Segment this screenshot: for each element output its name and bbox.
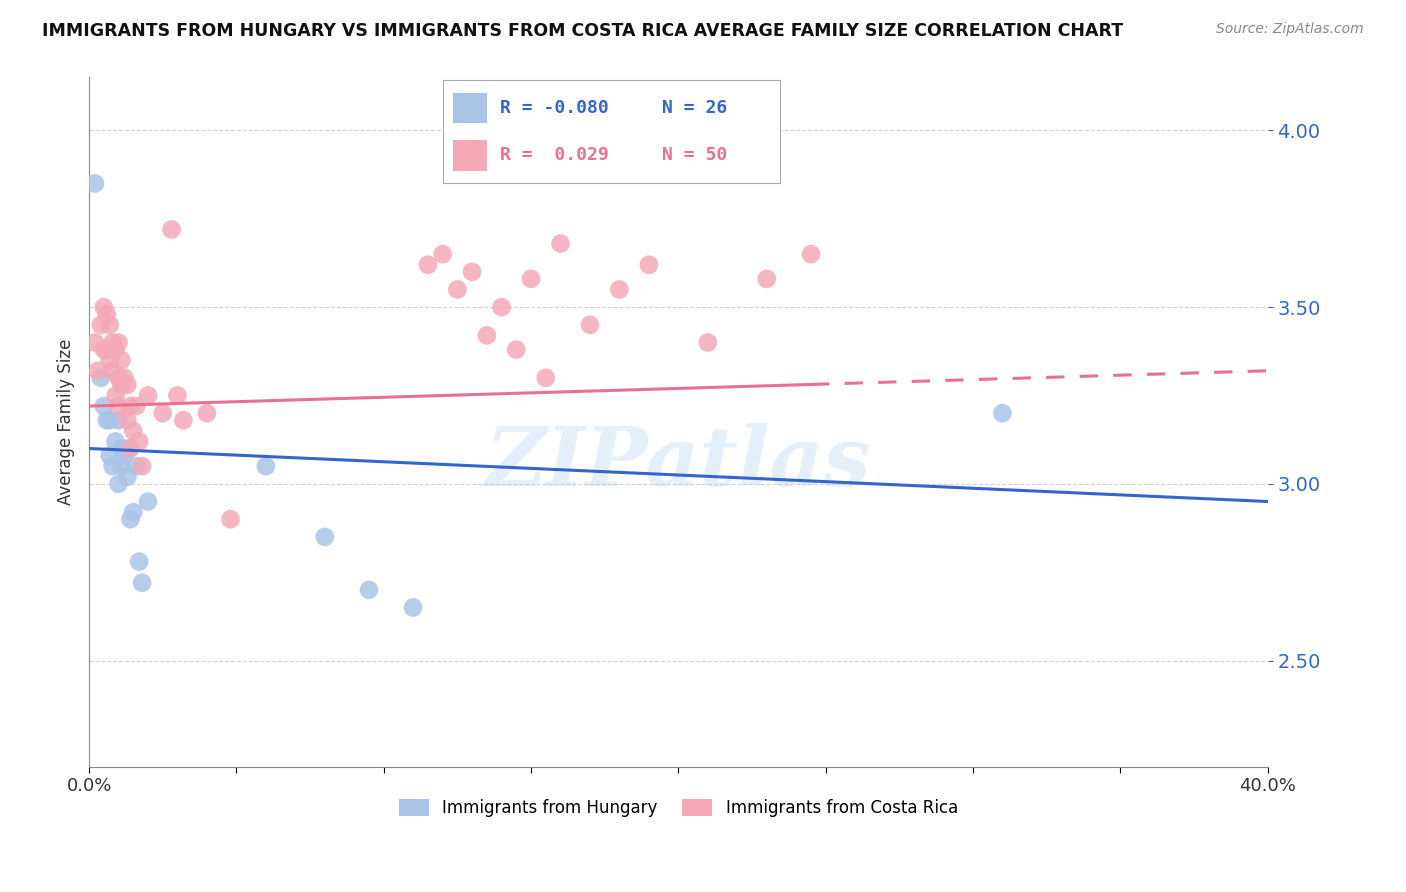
Point	[107, 371, 129, 385]
Point	[96, 343, 118, 357]
Point	[90, 371, 112, 385]
Point	[107, 413, 129, 427]
Point	[104, 343, 127, 357]
Point	[534, 371, 557, 385]
Point	[117, 442, 139, 456]
Point	[520, 272, 543, 286]
Point	[98, 318, 121, 332]
Point	[461, 265, 484, 279]
Point	[107, 335, 129, 350]
Point	[446, 283, 468, 297]
Bar	[453, 93, 486, 123]
Point	[122, 505, 145, 519]
Point	[131, 459, 153, 474]
Point	[314, 530, 336, 544]
Point	[93, 343, 115, 357]
Point	[991, 406, 1014, 420]
Point	[120, 399, 142, 413]
Point	[505, 343, 527, 357]
Point	[402, 600, 425, 615]
Point	[416, 258, 439, 272]
Text: R =  0.029: R = 0.029	[501, 146, 609, 164]
Point	[131, 575, 153, 590]
Point	[755, 272, 778, 286]
Point	[110, 459, 132, 474]
Point	[638, 258, 661, 272]
Point	[112, 449, 135, 463]
Point	[93, 300, 115, 314]
Text: N = 50: N = 50	[662, 146, 727, 164]
Point	[96, 307, 118, 321]
Point	[93, 399, 115, 413]
Legend: Immigrants from Hungary, Immigrants from Costa Rica: Immigrants from Hungary, Immigrants from…	[392, 792, 965, 823]
Point	[696, 335, 718, 350]
Point	[579, 318, 602, 332]
Text: IMMIGRANTS FROM HUNGARY VS IMMIGRANTS FROM COSTA RICA AVERAGE FAMILY SIZE CORREL: IMMIGRANTS FROM HUNGARY VS IMMIGRANTS FR…	[42, 22, 1123, 40]
Point	[195, 406, 218, 420]
Point	[117, 377, 139, 392]
Point	[112, 371, 135, 385]
Point	[166, 388, 188, 402]
Point	[609, 283, 631, 297]
Point	[128, 434, 150, 449]
Point	[87, 364, 110, 378]
Y-axis label: Average Family Size: Average Family Size	[58, 339, 75, 505]
Point	[104, 388, 127, 402]
Point	[357, 582, 380, 597]
Point	[110, 353, 132, 368]
Point	[110, 377, 132, 392]
Point	[136, 388, 159, 402]
Point	[98, 449, 121, 463]
Text: ZIPatlas: ZIPatlas	[485, 424, 872, 503]
Point	[550, 236, 572, 251]
Point	[107, 399, 129, 413]
Bar	[453, 140, 486, 170]
Point	[491, 300, 513, 314]
Point	[219, 512, 242, 526]
Point	[117, 413, 139, 427]
Text: R = -0.080: R = -0.080	[501, 99, 609, 117]
Point	[136, 494, 159, 508]
Point	[122, 424, 145, 438]
Point	[84, 177, 107, 191]
Point	[98, 353, 121, 368]
Point	[128, 555, 150, 569]
Point	[101, 364, 124, 378]
Text: N = 26: N = 26	[662, 99, 727, 117]
Text: Source: ZipAtlas.com: Source: ZipAtlas.com	[1216, 22, 1364, 37]
Point	[172, 413, 194, 427]
Point	[104, 434, 127, 449]
Point	[120, 442, 142, 456]
Point	[432, 247, 454, 261]
Point	[101, 335, 124, 350]
Point	[96, 413, 118, 427]
Point	[110, 442, 132, 456]
Point	[152, 406, 174, 420]
Point	[107, 476, 129, 491]
Point	[120, 512, 142, 526]
Point	[125, 459, 148, 474]
Point	[800, 247, 823, 261]
Point	[475, 328, 498, 343]
Point	[101, 459, 124, 474]
Point	[90, 318, 112, 332]
Point	[125, 399, 148, 413]
Point	[117, 470, 139, 484]
Point	[84, 335, 107, 350]
Point	[98, 413, 121, 427]
Point	[254, 459, 277, 474]
Point	[160, 222, 183, 236]
